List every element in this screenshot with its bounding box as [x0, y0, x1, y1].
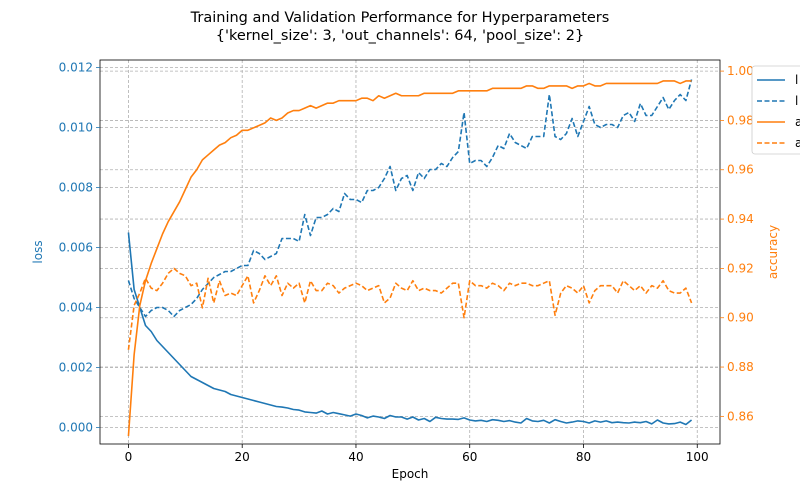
- y-right-tick-label-2: 0.90: [727, 311, 754, 325]
- x-tick-label-2: 40: [348, 450, 363, 464]
- legend-label-1: l: [795, 94, 798, 108]
- x-tick-label-5: 100: [686, 450, 709, 464]
- y-left-tick-label-6: 0.012: [59, 61, 93, 75]
- series-line-accuracy-dashed: [127, 267, 693, 350]
- y-left-tick-label-1: 0.002: [59, 361, 93, 375]
- x-tick-label-0: 0: [125, 450, 133, 464]
- y-right-tick-label-4: 0.94: [727, 212, 754, 226]
- legend-label-2: a: [795, 115, 800, 129]
- x-tick-label-3: 60: [462, 450, 477, 464]
- y-axis-left-label: loss: [31, 240, 45, 263]
- x-tick-label-4: 80: [576, 450, 591, 464]
- y-axis-right-label: accuracy: [766, 225, 780, 279]
- plot-area: [127, 79, 693, 437]
- chart-title-line-1: Training and Validation Performance for …: [190, 10, 610, 26]
- axis-ticks: 0 20 40 60 80 100 0.000 0.002 0.004 0.006 0.008 0.0…: [59, 61, 754, 465]
- y-left-tick-label-3: 0.006: [59, 241, 93, 255]
- y-right-tick-label-6: 0.98: [727, 113, 754, 127]
- y-right-tick-label-5: 0.96: [727, 163, 754, 177]
- x-axis-label: Epoch: [392, 467, 429, 481]
- y-right-tick-label-0: 0.86: [727, 409, 754, 423]
- y-left-tick-label-2: 0.004: [59, 301, 93, 315]
- legend-box: [751, 65, 800, 155]
- legend-label-3: a: [795, 136, 800, 150]
- y-left-tick-label-4: 0.008: [59, 181, 93, 195]
- series-line-loss-dashed: [127, 79, 693, 318]
- y-left-tick-label-0: 0.000: [59, 421, 93, 435]
- y-left-tick-label-5: 0.010: [59, 121, 93, 135]
- series-line-loss-solid: [127, 232, 693, 426]
- y-right-tick-label-7: 1.00: [727, 64, 754, 78]
- grid-lines: [100, 60, 720, 444]
- legend-label-0: l: [795, 73, 798, 87]
- x-tick-label-1: 20: [235, 450, 250, 464]
- series-line-accuracy-solid: [127, 80, 692, 437]
- chart-title-line-2: {'kernel_size': 3, 'out_channels': 64, '…: [216, 28, 584, 44]
- axes-frame: [99, 59, 721, 445]
- y-right-tick-label-3: 0.92: [727, 261, 754, 275]
- y-right-tick-label-1: 0.88: [727, 360, 754, 374]
